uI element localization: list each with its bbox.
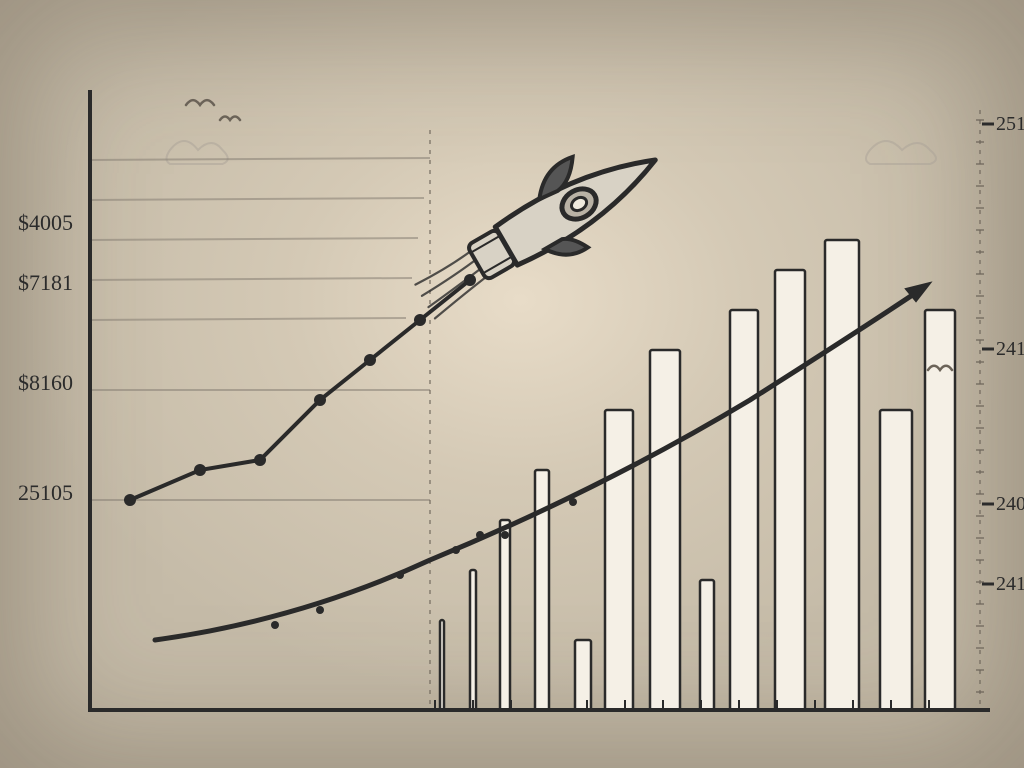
right-axis-label: 2400 — [996, 493, 1024, 515]
bird-icon — [220, 117, 240, 121]
bar — [775, 270, 805, 710]
growth-infographic: $4005 $7181 $8160 25105 2510 2410 2400 2410 — [0, 0, 1024, 768]
bar — [730, 310, 758, 710]
bar — [605, 410, 633, 710]
bar-group — [435, 240, 955, 710]
left-axis-labels: $4005 $7181 $8160 25105 — [18, 210, 73, 505]
gridlines — [90, 158, 430, 500]
cloud-icon — [866, 141, 936, 164]
rocket-icon — [399, 121, 676, 332]
y-axis-label: $4005 — [18, 210, 73, 235]
bar — [700, 580, 714, 710]
right-axis-labels: 2510 2410 2400 2410 — [982, 113, 1024, 595]
cloud-group — [167, 141, 937, 164]
bar — [440, 620, 444, 710]
cloud-icon — [167, 141, 228, 164]
y-axis-label: 25105 — [18, 480, 73, 505]
bar — [650, 350, 680, 710]
right-axis-label: 2410 — [996, 573, 1024, 595]
y-axis-label: $8160 — [18, 370, 73, 395]
bar — [880, 410, 912, 710]
bird-icon — [186, 100, 214, 105]
right-axis-label: 2410 — [996, 338, 1024, 360]
bar — [500, 520, 510, 710]
bar — [825, 240, 859, 710]
chart-svg: $4005 $7181 $8160 25105 2510 2410 2400 2410 — [0, 0, 1024, 768]
right-axis-label: 2510 — [996, 113, 1024, 135]
y-axis-label: $7181 — [18, 270, 73, 295]
bar — [575, 640, 591, 710]
bar — [470, 570, 476, 710]
right-ticks — [976, 120, 984, 692]
